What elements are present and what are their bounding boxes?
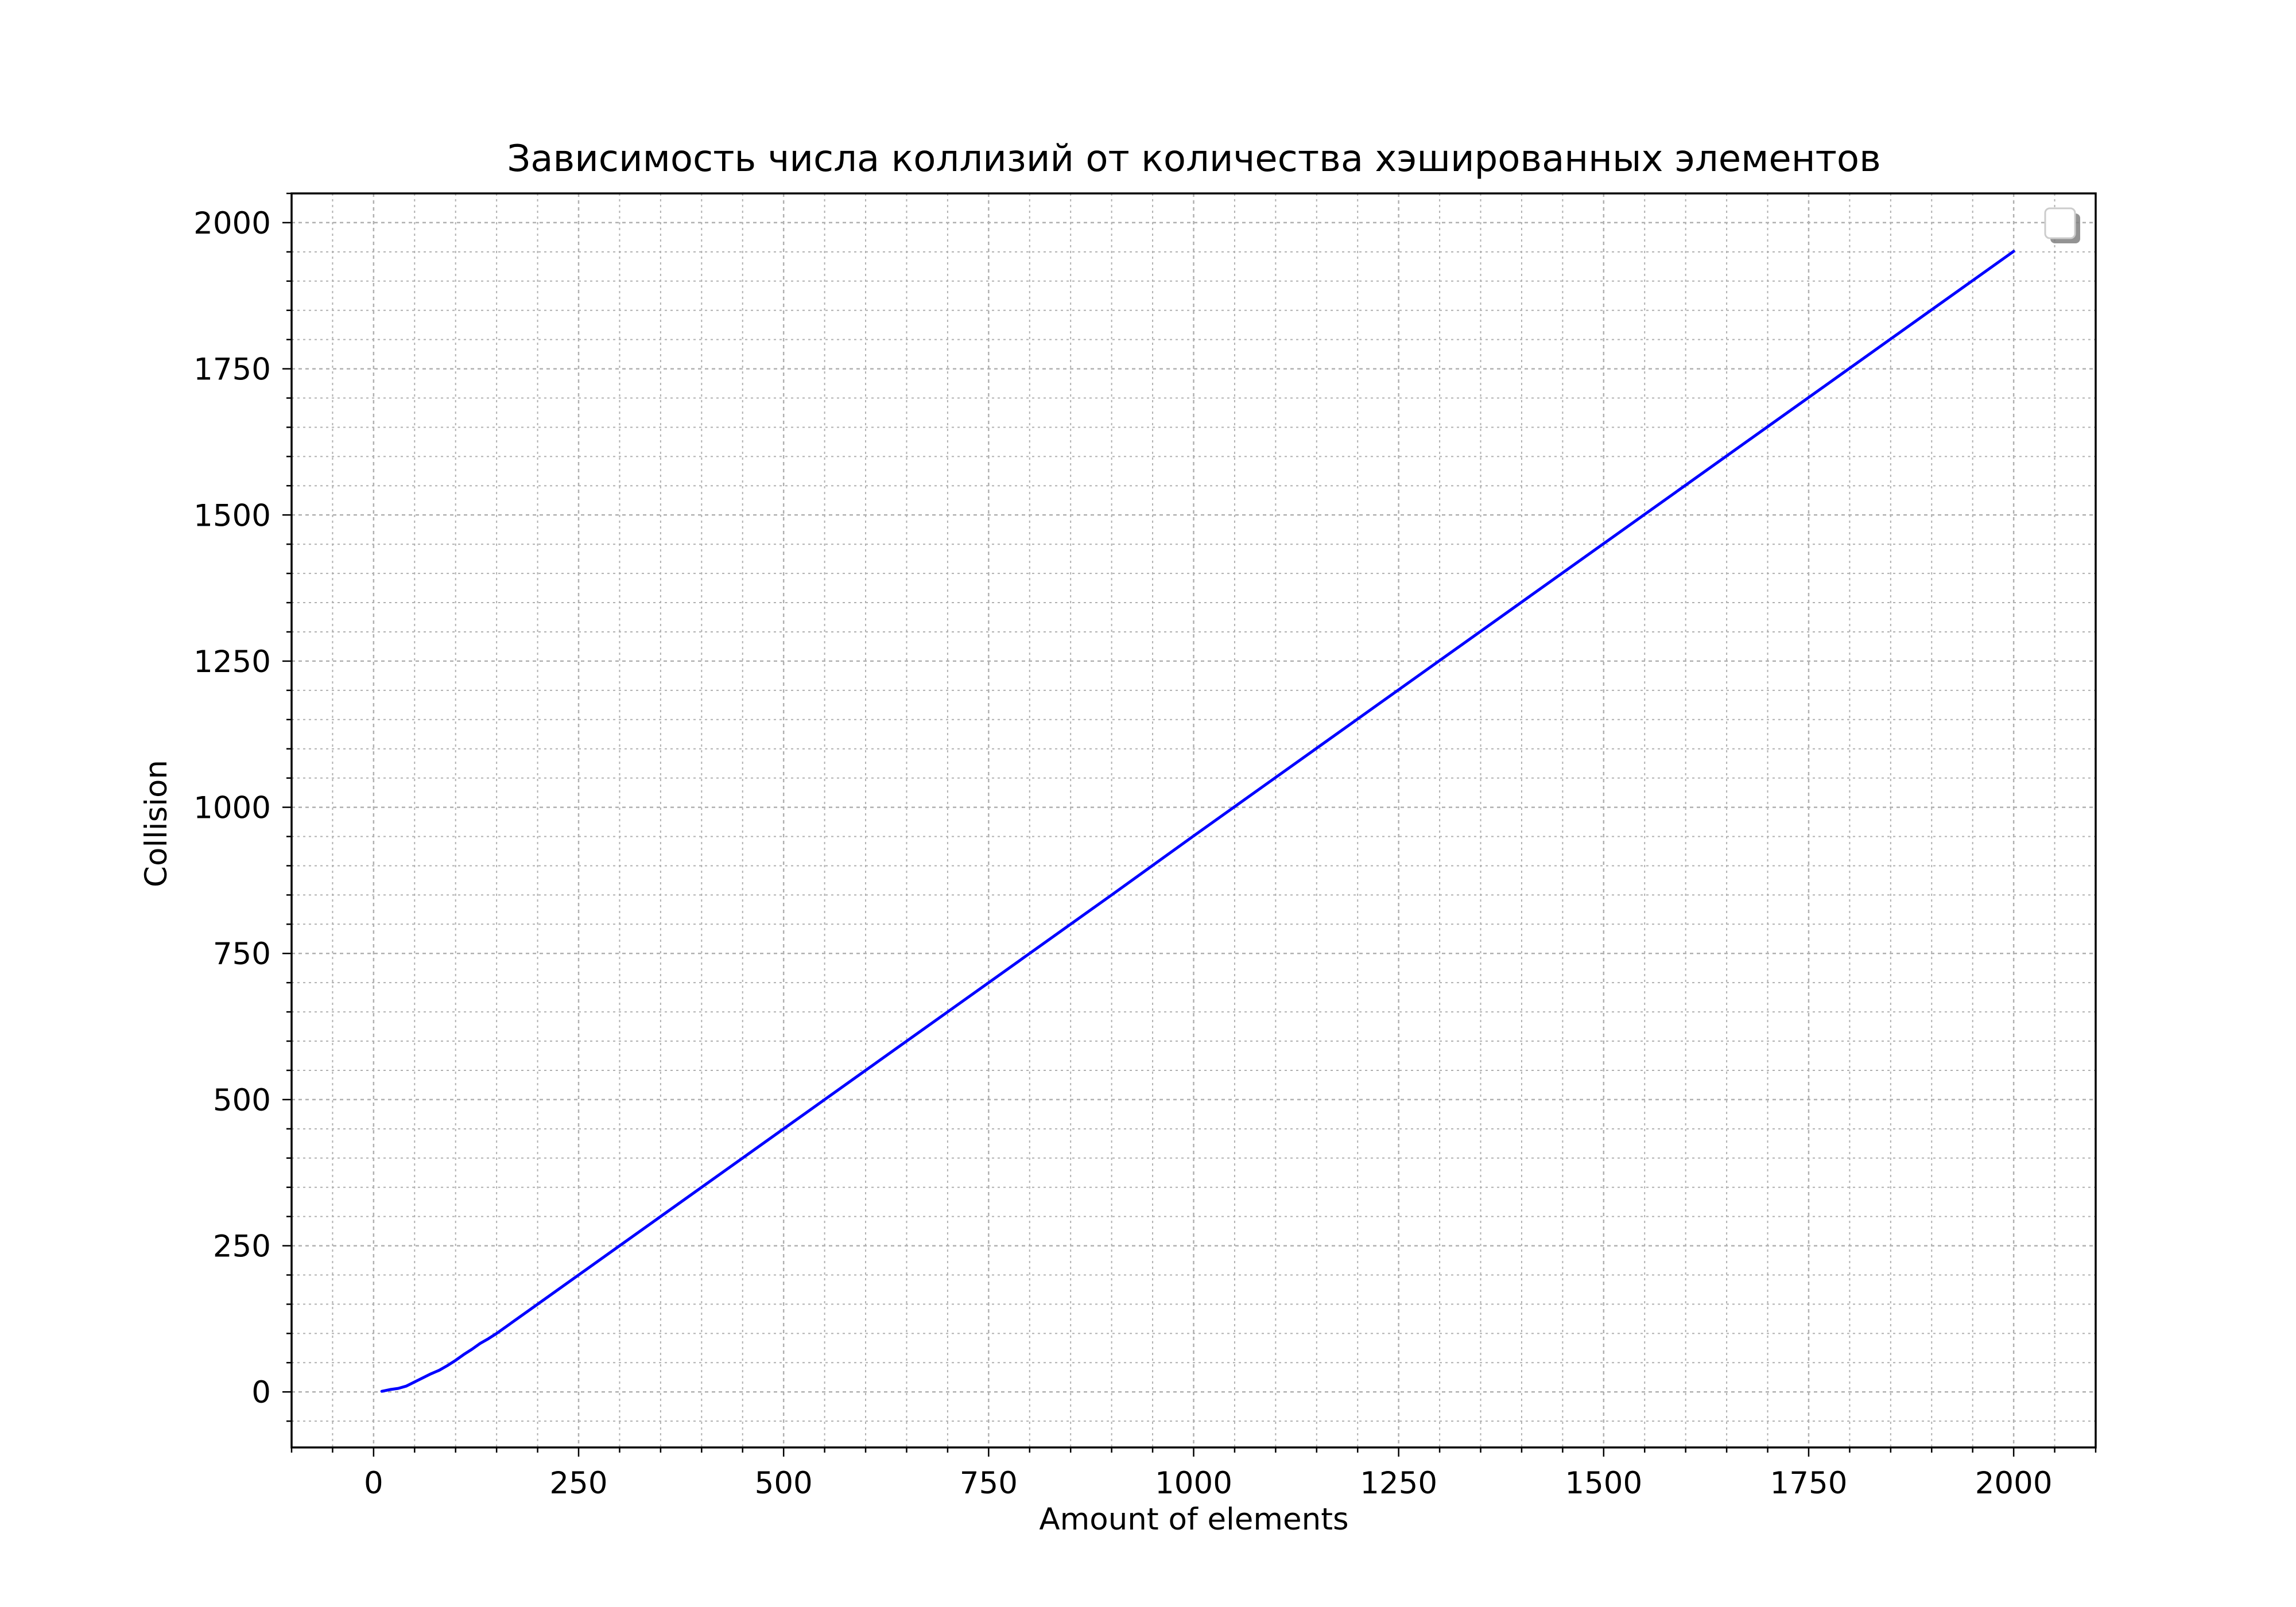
series-line xyxy=(380,250,2015,1393)
legend-box xyxy=(2044,207,2076,239)
y-tick-label: 0 xyxy=(251,1375,271,1410)
x-tick-label: 1500 xyxy=(1565,1466,1642,1501)
y-tick-label: 250 xyxy=(213,1229,271,1264)
x-tick-label: 2000 xyxy=(1975,1466,2053,1501)
y-tick-label: 1250 xyxy=(193,645,271,680)
chart-title: Зависимость числа коллизий от количества… xyxy=(507,138,1881,180)
x-tick-label: 250 xyxy=(549,1466,607,1501)
x-tick-label: 500 xyxy=(755,1466,813,1501)
y-tick-label: 1500 xyxy=(193,498,271,533)
y-tick-label: 500 xyxy=(213,1083,271,1118)
y-tick-label: 750 xyxy=(213,937,271,972)
x-tick-label: 750 xyxy=(960,1466,1018,1501)
y-tick-label: 1750 xyxy=(193,352,271,387)
x-tick-label: 1000 xyxy=(1155,1466,1232,1501)
plot-frame xyxy=(290,192,2097,1449)
y-axis-label: Collision xyxy=(139,760,174,887)
x-tick-label: 0 xyxy=(364,1466,383,1501)
legend xyxy=(2044,207,2080,243)
series xyxy=(380,250,2015,1393)
x-axis-label: Amount of elements xyxy=(1039,1502,1348,1537)
x-tick-label: 1750 xyxy=(1770,1466,1848,1501)
y-tick-label: 2000 xyxy=(193,206,271,241)
grid xyxy=(291,193,2096,1447)
x-tick-label: 1250 xyxy=(1360,1466,1437,1501)
y-tick-label: 1000 xyxy=(193,791,271,826)
